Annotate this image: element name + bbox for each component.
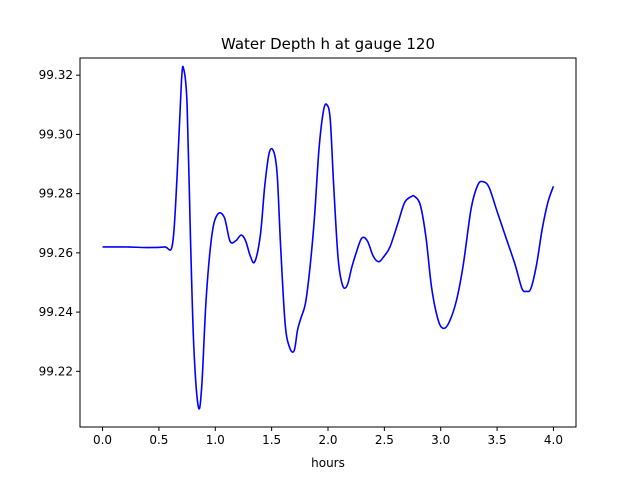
y-axis: 99.22 99.24 99.26 99.28 99.30 99.32 [39, 68, 80, 378]
x-tick-label: 3.5 [488, 433, 507, 447]
x-tick-label: 4.0 [544, 433, 563, 447]
plot-area [102, 65, 555, 410]
y-tick-label: 99.26 [39, 246, 73, 260]
x-tick-label: 1.0 [206, 433, 225, 447]
y-tick-label: 99.32 [39, 68, 73, 82]
y-tick-label: 99.22 [39, 364, 73, 378]
y-tick-label: 99.24 [39, 305, 73, 319]
x-tick-label: 3.0 [431, 433, 450, 447]
x-tick-label: 1.5 [262, 433, 281, 447]
y-tick-label: 99.28 [39, 187, 73, 201]
series-line-0 [102, 65, 555, 410]
chart-title: Water Depth h at gauge 120 [221, 35, 435, 53]
x-tick-label: 0.0 [93, 433, 112, 447]
x-tick-label: 2.0 [318, 433, 337, 447]
x-tick-label: 2.5 [375, 433, 394, 447]
x-axis-label: hours [311, 456, 345, 470]
x-axis: 0.0 0.5 1.0 1.5 2.0 2.5 3.0 3.5 4.0 [93, 427, 563, 447]
y-tick-label: 99.30 [39, 127, 73, 141]
x-tick-label: 0.5 [149, 433, 168, 447]
